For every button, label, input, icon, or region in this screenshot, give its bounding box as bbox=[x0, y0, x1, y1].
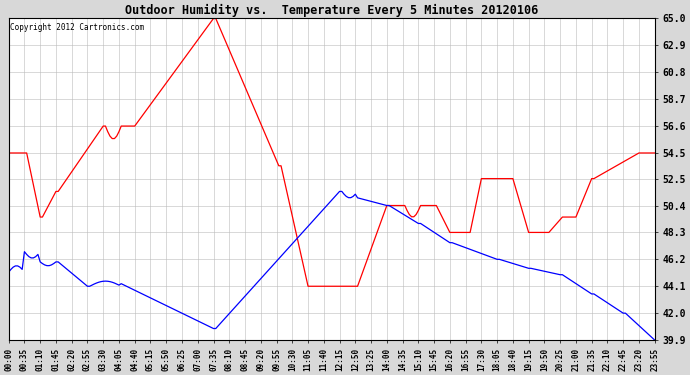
Text: Copyright 2012 Cartronics.com: Copyright 2012 Cartronics.com bbox=[10, 23, 144, 32]
Title: Outdoor Humidity vs.  Temperature Every 5 Minutes 20120106: Outdoor Humidity vs. Temperature Every 5… bbox=[125, 4, 538, 17]
